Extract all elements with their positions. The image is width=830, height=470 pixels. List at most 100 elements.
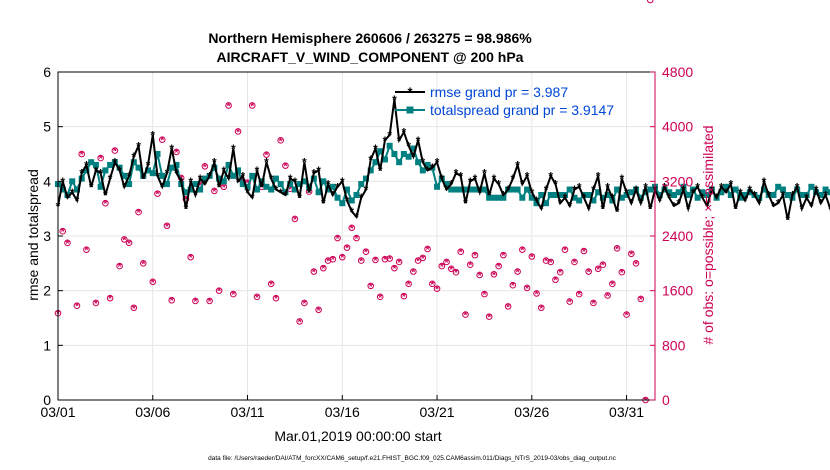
totalspread-point (462, 186, 469, 193)
rmse-point: * (804, 191, 809, 205)
obs-possible-marker (343, 244, 351, 251)
obs-assimilated-marker: * (388, 255, 392, 266)
rmse-point: * (676, 197, 681, 211)
obs-possible-marker (248, 102, 256, 109)
rmse-point: * (818, 197, 823, 211)
obs-assimilated-marker: * (336, 234, 340, 245)
totalspread-point (490, 194, 497, 201)
rmse-point: * (217, 180, 222, 194)
obs-possible-marker (523, 284, 531, 292)
obs-possible-marker (372, 256, 379, 264)
y-tick-label: 0 (43, 392, 51, 408)
obs-assimilated-marker: * (198, 181, 202, 192)
obs-possible-marker (182, 195, 190, 203)
rmse-point: * (539, 202, 544, 216)
obs-possible-marker (83, 246, 90, 253)
totalspread-point (656, 192, 663, 198)
y-tick-label: 1 (43, 337, 51, 353)
obs-possible-marker (604, 292, 611, 299)
rmse-point: * (89, 180, 94, 194)
obs-assimilated-marker: * (478, 271, 482, 282)
obs-possible-marker (509, 281, 517, 289)
totalspread-point (434, 183, 441, 190)
totalspread-point (524, 186, 531, 193)
rmse-point: * (402, 126, 407, 140)
totalspread-point (628, 189, 635, 196)
obs-assimilated-marker: * (392, 264, 396, 275)
totalspread-point (410, 145, 417, 152)
totalspread-point (557, 192, 564, 198)
obs-possible-marker (125, 239, 133, 247)
obs-possible-marker (97, 154, 104, 162)
obs-assimilated-marker: * (174, 148, 178, 159)
totalspread-point (637, 194, 644, 201)
rmse-point: * (738, 186, 743, 200)
totalspread-point (320, 178, 327, 185)
obs-possible-marker (263, 151, 270, 158)
rmse-point: * (567, 199, 572, 213)
totalspread-point (760, 186, 767, 193)
totalspread-point (500, 194, 507, 201)
obs-assimilated-marker: * (61, 227, 65, 238)
obs-assimilated-marker: * (606, 291, 610, 302)
totalspread-point (168, 164, 175, 171)
rmse-point: * (766, 189, 771, 203)
rmse-point: * (165, 167, 170, 181)
rmse-point: * (359, 191, 364, 205)
totalspread-point (604, 192, 611, 198)
rmse-point: * (795, 180, 800, 194)
obs-possible-marker (334, 234, 341, 242)
obs-assimilated-marker: * (497, 262, 501, 273)
x-tick-label: 03/06 (135, 404, 170, 420)
totalspread-point (699, 189, 706, 196)
rmse-point: * (529, 186, 534, 200)
rmse-point: * (387, 128, 392, 142)
obs-assimilated-marker: * (250, 101, 254, 112)
obs-assimilated-marker: * (184, 195, 188, 206)
obs-possible-marker (533, 290, 540, 297)
rmse-point: * (667, 191, 672, 205)
obs-possible-marker (215, 287, 223, 294)
totalspread-point (197, 186, 204, 193)
totalspread-point (694, 194, 701, 201)
totalspread-point (126, 181, 133, 188)
obs-assimilated-marker: * (208, 297, 212, 308)
rmse-point: * (307, 186, 312, 200)
totalspread-point (827, 189, 830, 196)
obs-assimilated-marker: * (326, 257, 330, 268)
rmse-point: * (179, 175, 184, 189)
totalspread-point (566, 186, 573, 193)
obs-possible-marker (362, 248, 370, 256)
totalspread-point (88, 159, 95, 166)
obs-assimilated-marker: * (307, 188, 311, 199)
obs-assimilated-marker: * (440, 262, 444, 273)
obs-assimilated-marker: * (468, 261, 472, 272)
rmse-point: * (278, 186, 283, 200)
rmse-point: * (548, 169, 553, 183)
obs-possible-marker (433, 285, 441, 292)
totalspread-point (704, 192, 711, 198)
totalspread-point (362, 175, 369, 182)
obs-assimilated-marker: * (369, 282, 373, 293)
totalspread-point (97, 183, 104, 190)
totalspread-point (471, 186, 478, 193)
obs-assimilated-marker: * (331, 255, 335, 266)
obs-possible-marker (301, 299, 308, 307)
obs-assimilated-marker: * (340, 253, 344, 264)
totalspread-point (163, 181, 170, 188)
obs-possible-marker (324, 257, 332, 264)
obs-assimilated-marker: * (591, 299, 595, 310)
totalspread-point (272, 175, 279, 182)
totalspread-point (798, 192, 805, 198)
totalspread-point (400, 151, 407, 157)
obs-possible-marker (187, 253, 194, 261)
rmse-point: * (534, 194, 539, 208)
totalspread-point (277, 181, 284, 188)
rmse-point: * (160, 180, 165, 194)
totalspread-point (756, 194, 763, 201)
x-axis-label: Mar.01,2019 00:00:00 start (274, 428, 441, 444)
rmse-point: * (525, 169, 530, 183)
totalspread-point (367, 167, 374, 174)
obs-possible-marker (310, 268, 318, 275)
totalspread-point (803, 192, 810, 198)
